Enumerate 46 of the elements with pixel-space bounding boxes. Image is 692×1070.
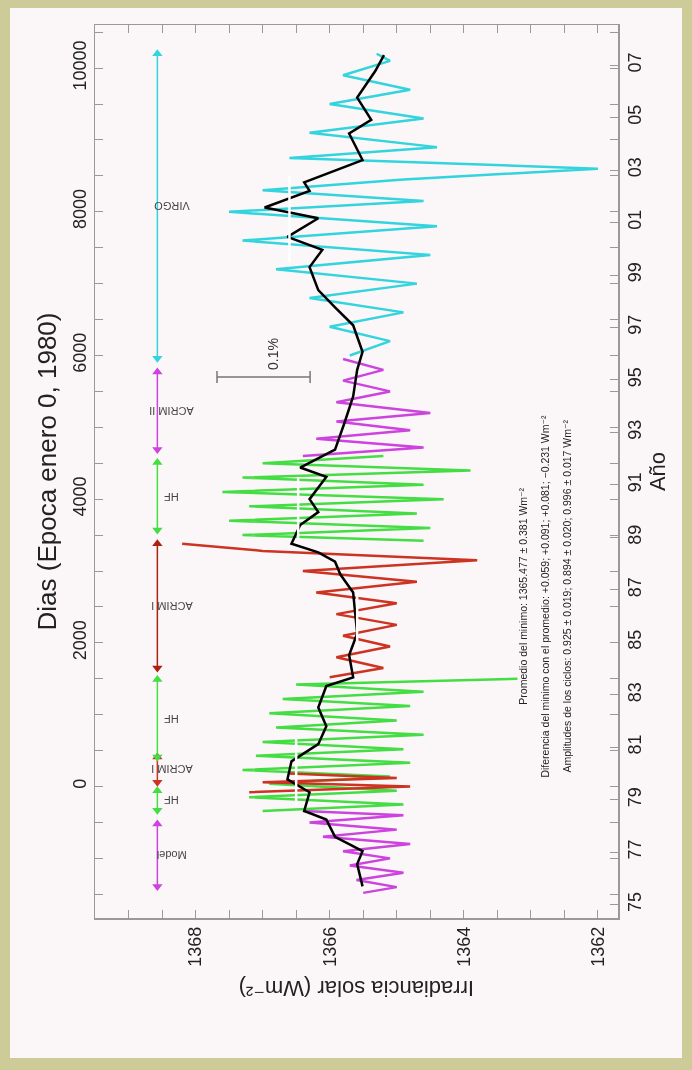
- y-tick-label: 6000: [70, 332, 91, 373]
- y-tick-label: 8000: [70, 189, 91, 230]
- series-label: Model: [156, 849, 187, 862]
- y2-axis-title: Año: [645, 451, 671, 492]
- y2-tick-label: 75: [625, 892, 646, 913]
- y2-tick-label: 89: [625, 524, 646, 545]
- x-axis-title: Irradiancia solar (Wm⁻²): [238, 975, 474, 1001]
- y2-tick-label: 93: [625, 419, 646, 440]
- y2-tick-label: 77: [625, 839, 646, 860]
- series-label: ACRIM I: [151, 763, 193, 776]
- annotation: Promedio del minimo: 1365.477 ± 0.381 Wm⁻²: [516, 487, 529, 705]
- series-label: ACRIM I: [151, 599, 193, 612]
- y2-tick-label: 85: [625, 629, 646, 650]
- y-tick-label: 0: [70, 778, 91, 789]
- line-series: [301, 357, 432, 458]
- y2-tick-label: 05: [625, 104, 646, 125]
- y-tick-label: 4000: [70, 476, 91, 517]
- y2-tick-label: 91: [625, 472, 646, 493]
- x-tick-label: 1362: [587, 926, 608, 967]
- y2-tick-label: 99: [625, 262, 646, 283]
- series-label: HF: [163, 490, 179, 503]
- annotation: Amplitudes de los ciclos: 0.925 ± 0.019; 0.894 ± 0.020; 0.996 ± 0.017 Wm⁻²: [560, 419, 573, 773]
- y2-tick-label: 07: [625, 52, 646, 73]
- x-tick-label: 1366: [319, 926, 340, 967]
- line-series: [263, 53, 386, 888]
- series-label: HF: [163, 712, 179, 725]
- y2-tick-label: 01: [625, 209, 646, 230]
- annotation: 0.1%: [264, 338, 281, 370]
- x-tick-label: 1364: [453, 926, 474, 967]
- y2-tick-label: 03: [625, 157, 646, 178]
- y-axis-title: Dias (Epoca enero 0, 1980): [31, 312, 62, 631]
- y2-tick-label: 83: [625, 682, 646, 703]
- y-tick-label: 2000: [70, 620, 91, 661]
- line-series: [247, 772, 412, 794]
- series-label: HF: [163, 794, 179, 807]
- y-tick-label: 10000: [70, 40, 91, 91]
- y2-tick-label: 97: [625, 314, 646, 335]
- y2-tick-label: 95: [625, 367, 646, 388]
- series-label: VIRGO: [153, 200, 190, 213]
- annotation: Diferencia del minimo con el promedio: +0.059; +0.091; +0.081; −0.231 Wm⁻²: [538, 414, 551, 778]
- y2-tick-label: 87: [625, 577, 646, 598]
- series-label: ACRIM II: [149, 404, 194, 417]
- y2-tick-label: 81: [625, 734, 646, 755]
- x-tick-label: 1368: [185, 926, 206, 967]
- y2-tick-label: 79: [625, 787, 646, 808]
- line-series: [221, 454, 472, 543]
